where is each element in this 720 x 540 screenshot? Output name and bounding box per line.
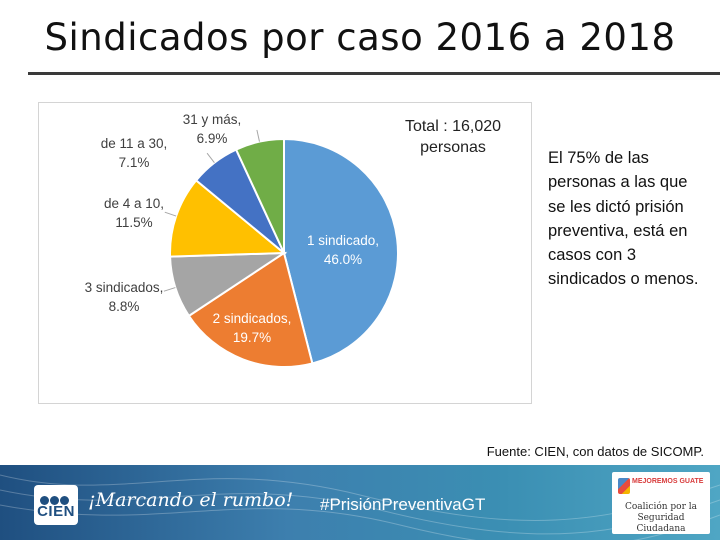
logo-dots-icon <box>40 490 70 509</box>
summary-note: El 75% de las personas a las que se les … <box>548 149 699 289</box>
slice-value-label-31-y-mas: 6.9% <box>197 131 228 146</box>
slice-category-label-31-y-mas: 31 y más, <box>183 112 242 127</box>
slice-value-label-de-11-a-30: 7.1% <box>119 155 150 170</box>
total-unit: personas <box>420 139 486 156</box>
slice-value-label-2-sindicados: 19.7% <box>233 330 271 345</box>
coalition-logo: MEJOREMOS GUATE Coalición por la Segurid… <box>612 472 710 534</box>
logo-text: CIEN <box>37 503 75 520</box>
leader-line-31-y-mas <box>256 129 260 142</box>
slice-value-label-1-sindicado: 46.0% <box>324 252 362 267</box>
coalition-name: Coalición por la Seguridad Ciudadana <box>624 502 697 534</box>
source-note: Fuente: CIEN, con datos de SICOMP. <box>486 444 704 459</box>
slogan: ¡Marcando el rumbo! <box>88 489 294 511</box>
hashtag: #PrisiónPreventivaGT <box>320 495 486 514</box>
leader-line-de-11-a-30 <box>206 152 215 164</box>
total-annotation: Total : 16,020 personas <box>386 116 520 158</box>
slice-category-label-de-4-a-10: de 4 a 10, <box>104 196 164 211</box>
cien-logo: CIEN <box>34 485 78 525</box>
slice-category-label-1-sindicado: 1 sindicado, <box>307 233 379 248</box>
slice-category-label-de-11-a-30: de 11 a 30, <box>101 136 168 151</box>
pie-slice-1-sindicado <box>283 137 399 365</box>
pie-slice-2-sindicados <box>187 251 314 368</box>
slice-category-label-3-sindicados: 3 sindicados, <box>85 280 164 295</box>
total-value: Total : 16,020 <box>404 118 502 135</box>
pie-chart: 1 sindicado, 46.0% 2 sindicados, 19.7% 3 sin… <box>85 112 399 368</box>
slide-title: Sindicados por caso 2016 a 2018 <box>44 16 676 59</box>
leader-line-3-sindicados <box>163 287 176 292</box>
coalition-mark-icon <box>618 478 630 494</box>
coalition-top-text: MEJOREMOS GUATE <box>632 478 704 485</box>
slice-value-label-de-4-a-10: 11.5% <box>115 215 152 230</box>
leader-line-de-4-a-10 <box>164 211 177 217</box>
slice-category-label-2-sindicados: 2 sindicados, <box>213 311 292 326</box>
footer-bar <box>0 465 720 540</box>
title-divider <box>28 72 720 75</box>
slice-value-label-3-sindicados: 8.8% <box>109 299 140 314</box>
